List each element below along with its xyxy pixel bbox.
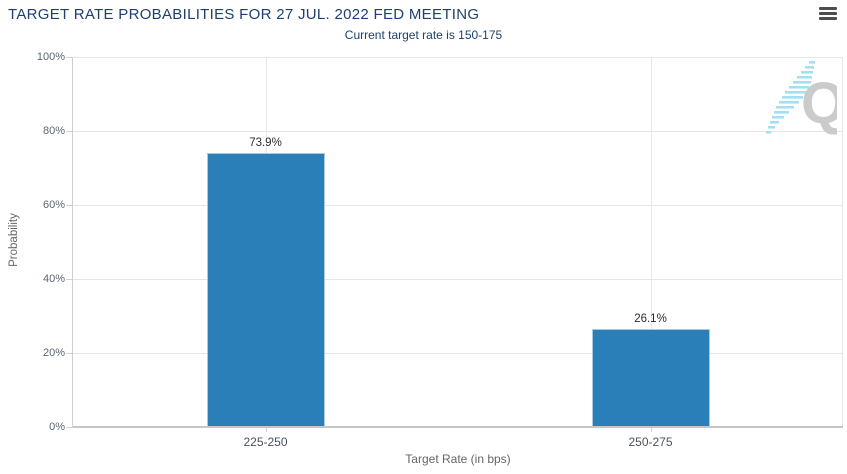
chart-title: TARGET RATE PROBABILITIES FOR 27 JUL. 20… (8, 6, 480, 23)
bar-value-label: 73.9% (249, 136, 282, 149)
probability-bar[interactable] (206, 152, 325, 426)
quandl-watermark-icon: Q (766, 61, 837, 136)
y-tick-label: 0% (49, 421, 65, 433)
watermark-q-letter: Q (801, 71, 837, 136)
y-axis-tick (66, 279, 73, 280)
x-category-label: 250-275 (628, 435, 673, 449)
hamburger-bar (819, 12, 837, 15)
y-axis-tick (66, 57, 73, 58)
y-gridline (73, 353, 843, 354)
y-gridline (73, 57, 843, 58)
x-category-label: 225-250 (243, 435, 288, 449)
x-axis-line (73, 426, 843, 428)
plot-right-border (842, 57, 843, 427)
hamburger-bar (819, 7, 837, 10)
x-axis-tick (265, 427, 267, 432)
y-gridline (73, 131, 843, 132)
y-tick-label: 80% (42, 125, 65, 137)
x-gridline (650, 57, 652, 427)
chart-subtitle: Current target rate is 150-175 (344, 28, 503, 42)
y-tick-label: 100% (36, 51, 65, 63)
y-gridline (73, 205, 843, 206)
hamburger-menu-icon[interactable] (819, 7, 837, 23)
probability-bar[interactable] (591, 329, 710, 426)
bar-value-label: 26.1% (634, 313, 667, 326)
y-gridline (73, 279, 843, 280)
y-axis-title: Probability (8, 213, 20, 267)
y-axis-tick (66, 427, 73, 428)
plot-area: Q 0% 20% 40% 60% 80% 100% 73.9% 225-250 26.1% 250… (37, 51, 843, 449)
y-axis-tick (66, 353, 73, 354)
y-axis-line (72, 57, 73, 427)
x-axis-tick (650, 427, 652, 432)
hamburger-bar (819, 17, 837, 20)
y-axis-tick (66, 205, 73, 206)
x-axis-title: Target Rate (in bps) (405, 452, 511, 466)
y-tick-label: 60% (42, 199, 65, 211)
y-tick-label: 40% (42, 273, 65, 285)
y-tick-label: 20% (42, 347, 65, 359)
y-axis-tick (66, 131, 73, 132)
